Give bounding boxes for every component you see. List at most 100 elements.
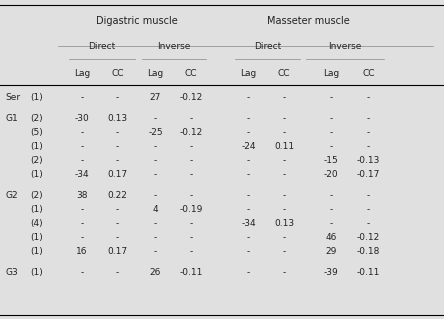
Text: (1): (1) (30, 233, 43, 242)
Text: Digastric muscle: Digastric muscle (95, 16, 178, 26)
Text: -: - (247, 247, 250, 256)
Text: (1): (1) (30, 247, 43, 256)
Text: Ser: Ser (6, 93, 21, 102)
Text: -: - (189, 142, 193, 151)
Text: -34: -34 (242, 219, 256, 228)
Text: -: - (116, 219, 119, 228)
Text: -: - (329, 142, 333, 151)
Text: -: - (247, 268, 250, 277)
Text: -: - (189, 156, 193, 165)
Text: -24: -24 (242, 142, 256, 151)
Text: -: - (247, 191, 250, 200)
Text: Inverse: Inverse (158, 42, 191, 51)
Text: -: - (189, 170, 193, 179)
Text: -: - (80, 128, 84, 137)
Text: -: - (116, 205, 119, 214)
Text: 38: 38 (76, 191, 88, 200)
Text: -: - (154, 170, 157, 179)
Text: -: - (80, 219, 84, 228)
Text: -20: -20 (324, 170, 338, 179)
Text: -: - (154, 142, 157, 151)
Text: 26: 26 (150, 268, 161, 277)
Text: -0.11: -0.11 (357, 268, 380, 277)
Text: (1): (1) (30, 205, 43, 214)
Text: -: - (282, 156, 286, 165)
Text: -: - (154, 156, 157, 165)
Text: CC: CC (185, 69, 197, 78)
Text: -: - (116, 128, 119, 137)
Text: -: - (80, 142, 84, 151)
Text: CC: CC (111, 69, 124, 78)
Text: -: - (282, 205, 286, 214)
Text: Masseter muscle: Masseter muscle (267, 16, 350, 26)
Text: -: - (247, 128, 250, 137)
Text: -: - (282, 191, 286, 200)
Text: (1): (1) (30, 170, 43, 179)
Text: -30: -30 (75, 114, 90, 123)
Text: G1: G1 (6, 114, 19, 123)
Text: -: - (247, 156, 250, 165)
Text: (4): (4) (30, 219, 43, 228)
Text: -: - (367, 93, 370, 102)
Text: -: - (80, 156, 84, 165)
Text: -: - (282, 128, 286, 137)
Text: -: - (329, 114, 333, 123)
Text: -: - (329, 128, 333, 137)
Text: Lag: Lag (74, 69, 90, 78)
Text: -: - (329, 191, 333, 200)
Text: -: - (367, 219, 370, 228)
Text: -: - (367, 142, 370, 151)
Text: Direct: Direct (88, 42, 116, 51)
Text: -: - (189, 191, 193, 200)
Text: -: - (154, 247, 157, 256)
Text: 46: 46 (325, 233, 337, 242)
Text: -: - (247, 93, 250, 102)
Text: -: - (367, 128, 370, 137)
Text: -: - (116, 156, 119, 165)
Text: -: - (282, 170, 286, 179)
Text: -0.12: -0.12 (357, 233, 380, 242)
Text: (2): (2) (30, 156, 43, 165)
Text: -: - (329, 205, 333, 214)
Text: -: - (189, 233, 193, 242)
Text: -: - (282, 114, 286, 123)
Text: (1): (1) (30, 142, 43, 151)
Text: 0.13: 0.13 (274, 219, 294, 228)
Text: (5): (5) (30, 128, 43, 137)
Text: 16: 16 (76, 247, 88, 256)
Text: 0.22: 0.22 (108, 191, 127, 200)
Text: Lag: Lag (241, 69, 257, 78)
Text: -: - (247, 233, 250, 242)
Text: -15: -15 (323, 156, 338, 165)
Text: -: - (247, 170, 250, 179)
Text: -: - (367, 191, 370, 200)
Text: -0.17: -0.17 (357, 170, 380, 179)
Text: -: - (154, 114, 157, 123)
Text: -0.18: -0.18 (357, 247, 380, 256)
Text: -: - (80, 93, 84, 102)
Text: -: - (189, 247, 193, 256)
Text: -: - (329, 219, 333, 228)
Text: -0.12: -0.12 (179, 128, 202, 137)
Text: -: - (189, 114, 193, 123)
Text: -: - (247, 205, 250, 214)
Text: 0.11: 0.11 (274, 142, 294, 151)
Text: 0.17: 0.17 (107, 247, 128, 256)
Text: -: - (189, 219, 193, 228)
Text: -0.19: -0.19 (179, 205, 202, 214)
Text: -: - (80, 233, 84, 242)
Text: 29: 29 (325, 247, 337, 256)
Text: -0.13: -0.13 (357, 156, 380, 165)
Text: 0.17: 0.17 (107, 170, 128, 179)
Text: -0.11: -0.11 (179, 268, 202, 277)
Text: 0.13: 0.13 (107, 114, 128, 123)
Text: -: - (367, 114, 370, 123)
Text: -39: -39 (323, 268, 338, 277)
Text: (1): (1) (30, 93, 43, 102)
Text: -: - (116, 142, 119, 151)
Text: (2): (2) (30, 191, 43, 200)
Text: Direct: Direct (254, 42, 281, 51)
Text: (1): (1) (30, 268, 43, 277)
Text: -: - (154, 219, 157, 228)
Text: CC: CC (278, 69, 290, 78)
